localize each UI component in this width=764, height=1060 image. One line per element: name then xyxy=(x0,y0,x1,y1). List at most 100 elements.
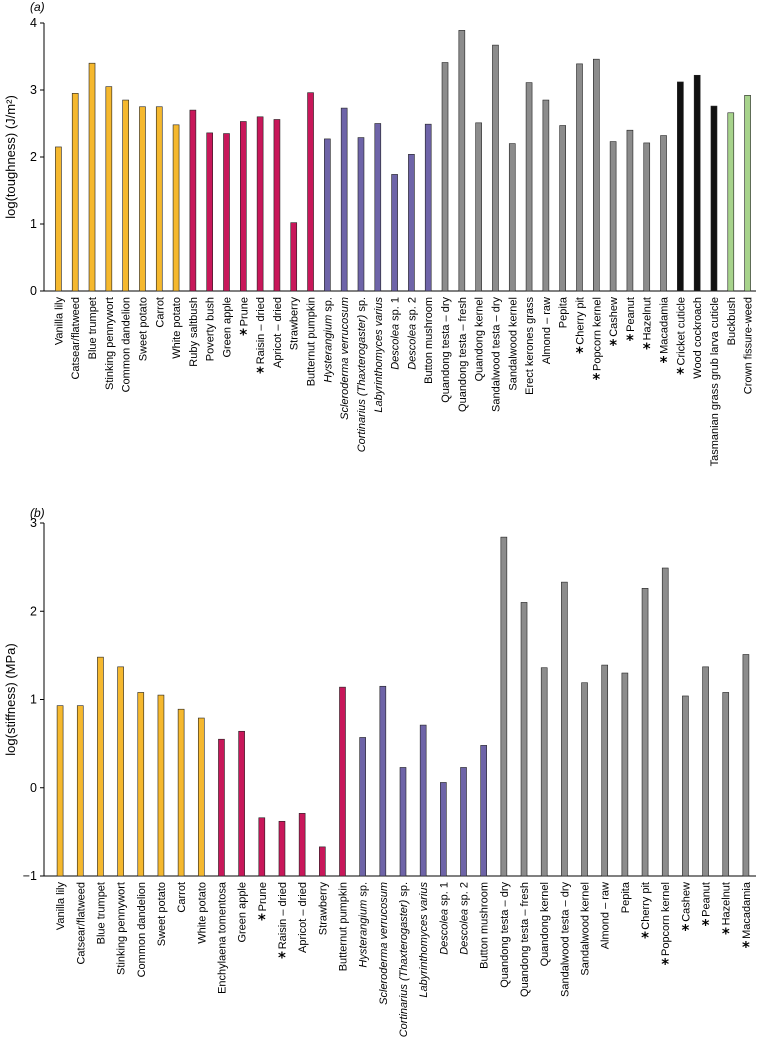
category-label: White potato xyxy=(196,882,208,944)
significance-star: * xyxy=(660,353,668,371)
bar xyxy=(660,135,667,292)
y-tick-label: 2 xyxy=(30,604,37,618)
category-label: Stinking pennywort xyxy=(116,882,128,975)
significance-star: * xyxy=(722,924,730,942)
bar xyxy=(324,138,331,292)
bar xyxy=(520,602,528,877)
bar xyxy=(601,664,609,877)
category-label: Labyrinthomyces varius xyxy=(373,297,385,413)
category-label: Hazelnut xyxy=(642,297,654,340)
significance-star: * xyxy=(239,325,247,343)
category-label: Scleroderma verrucosum xyxy=(378,882,390,1005)
bar xyxy=(561,581,568,877)
y-tick-label: 1 xyxy=(30,217,37,231)
bar xyxy=(542,99,550,292)
category-label: White potato xyxy=(171,297,183,359)
category-label: Quandong testa – dry xyxy=(499,882,511,988)
bar xyxy=(424,123,432,292)
bar xyxy=(340,107,348,292)
bar xyxy=(223,133,230,292)
bar xyxy=(238,730,245,877)
bar xyxy=(440,782,447,877)
category-label: Hazelnut xyxy=(721,882,733,925)
y-tick-label: 3 xyxy=(30,516,37,530)
category-label: Prune xyxy=(257,882,269,911)
bar xyxy=(609,141,617,292)
category-label: Quandong testa – dry xyxy=(440,297,452,403)
category-label: Catsear/flatweed xyxy=(70,297,82,380)
category-label: Descolea sp. 1 xyxy=(438,882,450,955)
bar xyxy=(273,119,281,292)
bar xyxy=(71,93,79,292)
category-label: Almond – raw xyxy=(541,297,553,364)
category-label: Vanilla lily xyxy=(53,297,65,346)
significance-star: * xyxy=(258,910,266,928)
category-label: Cricket cuticle xyxy=(675,297,687,365)
bar xyxy=(492,44,499,292)
category-label: Buckbush xyxy=(726,297,738,345)
bar xyxy=(693,74,701,292)
bar xyxy=(256,116,264,292)
significance-star: * xyxy=(592,370,600,388)
category-label: Strawberry xyxy=(317,882,329,936)
significance-star: * xyxy=(256,363,264,381)
category-label: Erect kerones grass xyxy=(524,297,536,395)
category-label: Blue trumpet xyxy=(95,882,107,944)
bar xyxy=(339,686,346,877)
bar xyxy=(677,81,684,292)
category-label: Cortinarius (Thaxterogaster) sp. xyxy=(356,297,368,452)
significance-star: * xyxy=(643,339,651,357)
category-label: Labyrinthomyces varius xyxy=(418,882,430,998)
category-label: Raisin – dried xyxy=(255,297,267,364)
bar xyxy=(643,142,651,292)
category-label: Quandong kernel xyxy=(539,882,551,966)
panel-label: (b) xyxy=(30,506,45,520)
category-label: Sandalwood testa – dry xyxy=(490,297,502,412)
category-label: Peanut xyxy=(701,882,713,917)
category-label: Descolea sp. 2 xyxy=(406,297,418,370)
bar xyxy=(240,121,247,292)
category-label: Carrot xyxy=(154,297,166,328)
bar xyxy=(197,717,205,877)
bar xyxy=(307,92,314,292)
significance-star: * xyxy=(626,331,634,349)
bar xyxy=(88,62,96,292)
significance-star: * xyxy=(702,916,710,934)
bar xyxy=(206,132,213,292)
bar xyxy=(419,724,427,877)
bar xyxy=(727,112,735,292)
significance-star: * xyxy=(676,364,684,382)
bar xyxy=(475,122,482,292)
panel-label: (a) xyxy=(30,0,45,14)
bar xyxy=(641,588,649,877)
y-tick-label: 1 xyxy=(30,693,37,707)
category-label: Butternut pumpkin xyxy=(306,297,318,386)
bar xyxy=(391,174,398,292)
category-label: Cashew xyxy=(680,882,692,922)
category-label: Sandalwood kernel xyxy=(507,297,519,391)
category-label: Blue trumpet xyxy=(87,297,99,359)
bar xyxy=(258,817,266,877)
bar xyxy=(55,146,62,292)
category-label: Apricot – dried xyxy=(272,297,284,368)
bar xyxy=(593,58,600,292)
category-label: Poverty bush xyxy=(205,297,217,361)
category-label: Quandong testa – fresh xyxy=(519,882,531,997)
category-label: Ruby saltbush xyxy=(188,297,200,367)
category-label: Macadamia xyxy=(741,881,753,939)
category-label: Macadamia xyxy=(659,296,671,354)
category-label: Pepita xyxy=(620,881,632,913)
category-label: Tasmanian grass grub larva cuticle xyxy=(709,297,721,466)
chart-panel-1: (a) 0 1 2 3 4 log(toughness) (J/m²) Vanilla lil… xyxy=(3,0,756,466)
bar xyxy=(722,692,730,877)
y-tick-label: −1 xyxy=(23,869,37,883)
category-label: Quandong kernel xyxy=(474,297,486,381)
bar xyxy=(157,694,165,877)
bar xyxy=(702,666,709,877)
chart-panel-2: (b) −1 0 1 2 3 log(stiffness) (MPa) Vanilla lil… xyxy=(3,506,756,1037)
category-label: Sandalwood kernel xyxy=(580,882,592,976)
category-label: Hysterangium sp. xyxy=(358,882,370,968)
category-label: Carrot xyxy=(176,882,188,913)
category-label: Wood cockroach xyxy=(692,297,704,379)
